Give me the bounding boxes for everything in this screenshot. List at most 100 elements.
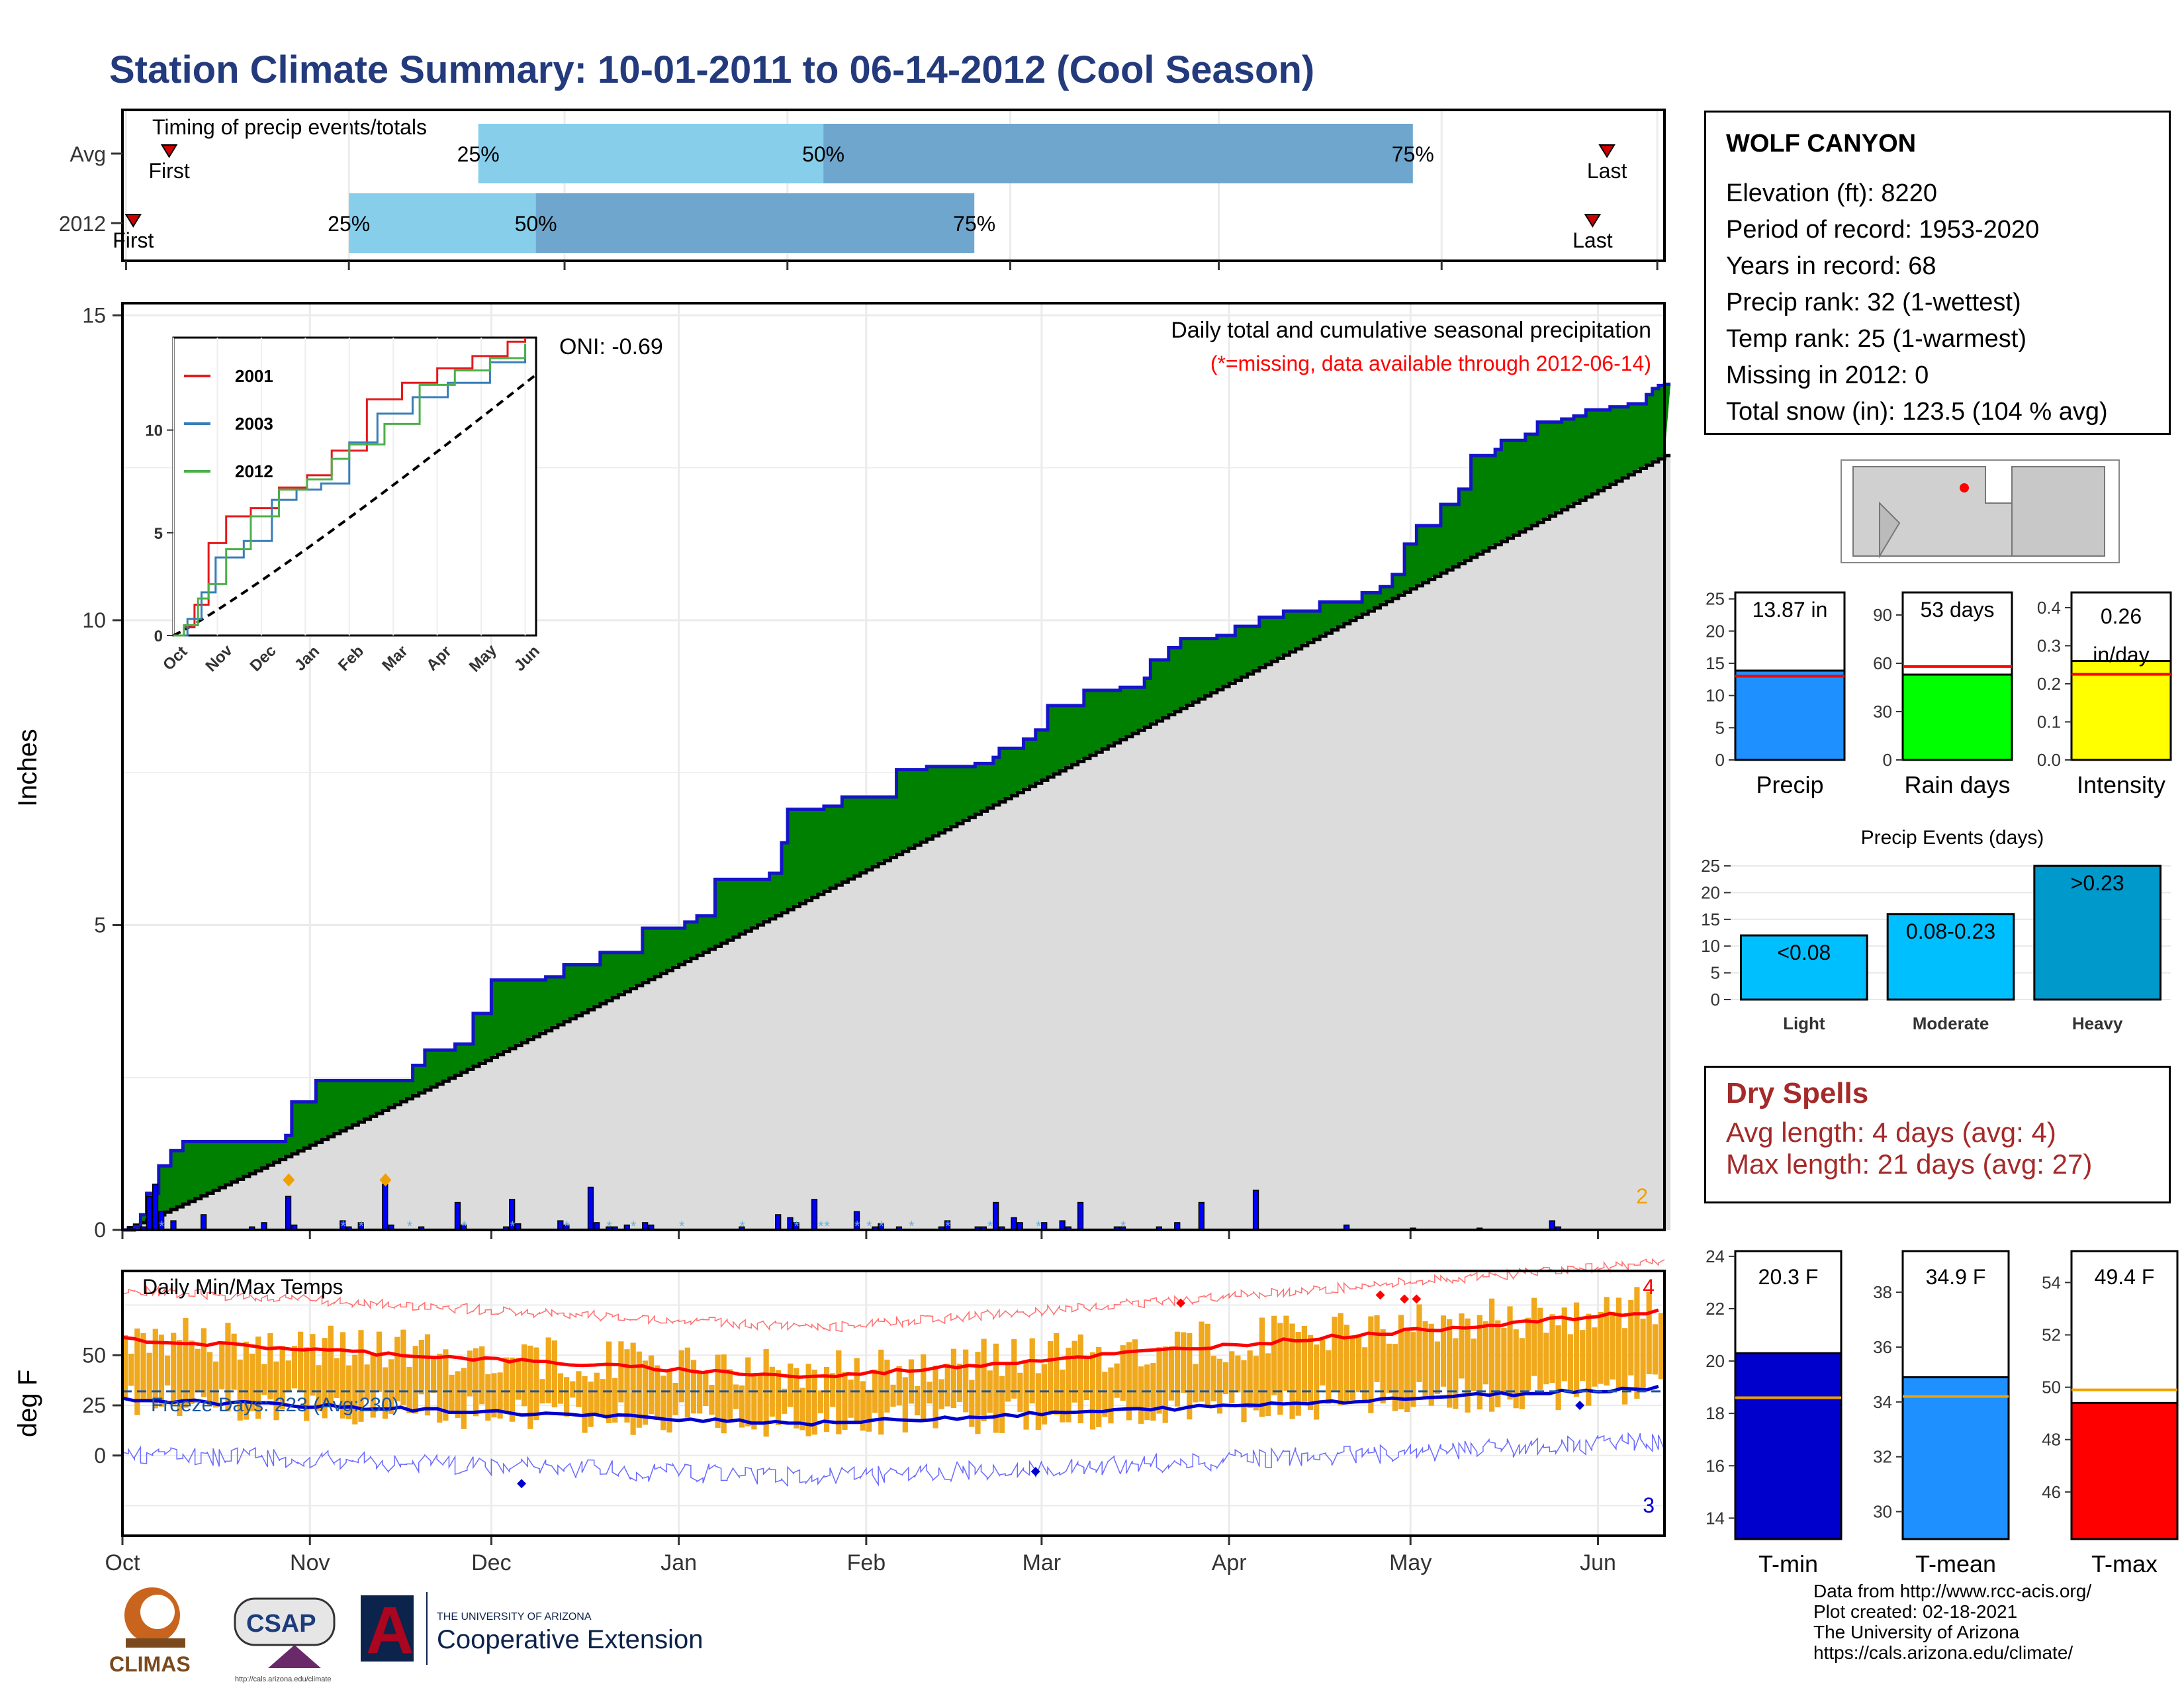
temp-daily-bar (285, 1360, 291, 1391)
inset-chart: Oct Nov Dec Jan Feb Mar Apr May Jun0510200120032… (145, 336, 543, 676)
temp-daily-bar (811, 1370, 817, 1435)
temp-daily-bar (999, 1376, 1005, 1433)
temp-daily-bar (1271, 1315, 1277, 1395)
inset-series-line (173, 344, 527, 637)
temp-daily-bar (908, 1359, 915, 1404)
snow-day-marker: * (340, 1218, 346, 1235)
temp-daily-bar (437, 1353, 443, 1423)
precip-total-ytick-label: 20 (1706, 621, 1725, 641)
temp-daily-bar (823, 1366, 830, 1432)
temp-daily-bar (1495, 1320, 1501, 1408)
snow-day-marker: * (909, 1218, 915, 1235)
temp-daily-bar (1416, 1304, 1422, 1382)
ua-a-letter: A (366, 1593, 414, 1667)
temp-daily-bar (866, 1389, 872, 1432)
oni-label: ONI: -0.69 (559, 334, 663, 359)
tmin-summary-value-label: 20.3 F (1758, 1265, 1819, 1289)
temp-daily-bar (1459, 1313, 1465, 1379)
temp-daily-bar (805, 1364, 811, 1436)
timing-p50-label: 50% (515, 212, 557, 236)
temp-daily-bar (206, 1352, 213, 1407)
temp-daily-bar (842, 1372, 848, 1430)
temp-daily-bar (515, 1358, 522, 1400)
temp-daily-bar (751, 1374, 757, 1430)
intensity-xlabel: Intensity (2077, 771, 2165, 798)
temp-daily-bar (225, 1323, 231, 1412)
temp-daily-bar (255, 1336, 261, 1419)
temp-daily-bar (794, 1368, 799, 1429)
tmean-summary-ytick-label: 32 (1873, 1447, 1892, 1467)
temp-daily-bar (884, 1359, 890, 1413)
events-ytick-label: 15 (1701, 910, 1720, 929)
precip-ytick-label: 0 (94, 1218, 106, 1242)
temp-title: Daily Min/Max Temps (142, 1275, 343, 1299)
temp-daily-bar (890, 1384, 896, 1407)
daily-precip-bar (152, 1184, 159, 1231)
temp-daily-bar (358, 1330, 364, 1422)
temp-daily-bar (431, 1358, 437, 1393)
station-total-snow: Total snow (in): 123.5 (104 % avg) (1726, 398, 2108, 426)
temp-daily-bar (1181, 1332, 1187, 1393)
temp-daily-bar (533, 1347, 539, 1421)
snow-day-marker: * (818, 1218, 824, 1235)
temp-daily-bar (1314, 1344, 1320, 1420)
temp-daily-bar (1646, 1291, 1652, 1374)
temp-daily-bar (1102, 1372, 1108, 1417)
temp-daily-bar (944, 1364, 950, 1407)
daily-precip-bar (787, 1217, 794, 1231)
snow-day-marker: * (564, 1218, 570, 1235)
precip-ytick-label: 15 (82, 303, 106, 327)
timing-bar-50-75 (535, 193, 975, 253)
temp-daily-bar (1120, 1345, 1126, 1401)
temp-daily-bar (1077, 1334, 1083, 1423)
temp-daily-bar (1193, 1364, 1199, 1403)
daily-precip-bar (811, 1199, 818, 1231)
temp-daily-bar (146, 1352, 152, 1403)
temp-daily-bar (449, 1374, 455, 1411)
temp-daily-bar (291, 1346, 298, 1389)
temp-daily-bar (1447, 1319, 1453, 1408)
inset-legend-label: 2001 (235, 366, 273, 386)
temp-daily-bar (648, 1355, 655, 1415)
temp-daily-bar (1471, 1338, 1477, 1391)
precip-total-ytick-label: 15 (1706, 653, 1725, 673)
record-high-marker (1176, 1298, 1186, 1308)
daily-precip-bar (285, 1196, 292, 1231)
temp-daily-bar (1320, 1339, 1326, 1385)
snow-day-marker: * (824, 1218, 830, 1235)
temp-daily-bar (1132, 1339, 1138, 1408)
temp-daily-bar (485, 1374, 491, 1421)
temp-daily-bar (1604, 1297, 1610, 1386)
temp-daily-bar (1326, 1350, 1332, 1404)
temp-daily-bar (1362, 1347, 1368, 1401)
inset-legend-label: 2012 (235, 461, 273, 481)
temp-daily-bar (921, 1354, 927, 1420)
snow-day-marker: * (159, 1218, 165, 1235)
temp-daily-bar (1048, 1341, 1054, 1412)
temp-daily-bar (171, 1333, 177, 1405)
daily-precip-bar (775, 1214, 782, 1231)
credit-plot-date: Plot created: 02-18-2021 (1813, 1601, 2018, 1622)
station-temp-rank: Temp rank: 25 (1-warmest) (1726, 325, 2027, 353)
temp-daily-bar (201, 1328, 207, 1397)
timing-p25-label: 25% (457, 142, 500, 166)
temp-daily-bar (933, 1365, 938, 1429)
temp-daily-bar (1247, 1350, 1253, 1409)
precip-total-bar (1734, 669, 1846, 761)
temp-daily-bar (1066, 1347, 1071, 1423)
intensity-value-label2: in/day (2093, 643, 2149, 667)
temp-daily-bar (564, 1377, 570, 1417)
tmean-summary-xlabel: T-mean (1915, 1550, 1996, 1577)
events-xtick-label: Moderate (1913, 1013, 1989, 1033)
tmean-summary-ytick-label: 30 (1873, 1502, 1892, 1522)
timing-bar-25-50 (349, 193, 536, 253)
temp-daily-bar (1277, 1323, 1283, 1415)
tmin-summary-ytick-label: 14 (1706, 1508, 1725, 1528)
intensity-ytick-label: 0.0 (2037, 750, 2061, 770)
temp-daily-bar (1283, 1315, 1289, 1391)
temp-daily-bar (588, 1382, 594, 1427)
snow-day-marker: * (1120, 1218, 1126, 1235)
tmin-summary-ytick-label: 22 (1706, 1299, 1725, 1319)
temp-daily-bar (1356, 1334, 1362, 1393)
